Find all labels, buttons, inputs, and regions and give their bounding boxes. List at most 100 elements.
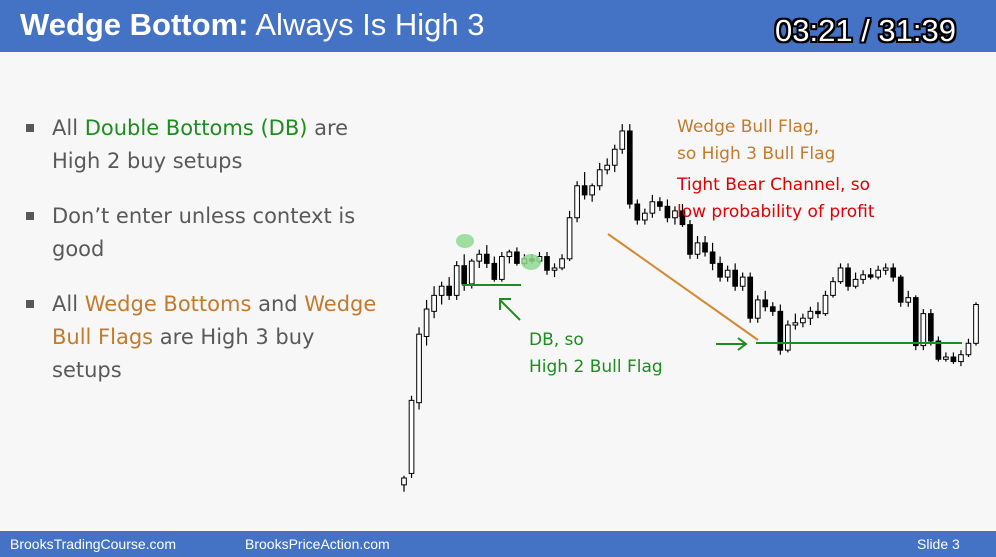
bear-candle: [912, 297, 919, 347]
bullet-text: Don’t enter unless context is good: [52, 204, 356, 261]
db-marker-left: [456, 234, 474, 248]
bear-candle: [461, 265, 468, 285]
footer-link-priceaction[interactable]: BrooksPriceAction.com: [245, 536, 390, 552]
bull-candle: [694, 242, 701, 255]
bull-candle: [559, 258, 565, 269]
bull-candle: [453, 265, 460, 296]
bullet-list: All Double Bottoms (DB) are High 2 buy s…: [24, 112, 384, 409]
bear-annotation-line2: low probability of profit: [677, 202, 875, 222]
bull-candle: [619, 130, 626, 150]
bear-candle: [717, 262, 723, 278]
bear-candle: [747, 276, 754, 319]
db-arrow-head-icon: [499, 298, 511, 310]
bull-candle: [822, 294, 829, 315]
bear-candle: [950, 356, 957, 363]
footer-bar: BrooksTradingCourse.com BrooksPriceActio…: [0, 531, 996, 557]
bear-candle: [687, 224, 693, 255]
bull-candle: [875, 269, 881, 278]
bear-candle: [867, 274, 874, 278]
bear-candle: [544, 256, 550, 271]
bull-candle: [672, 210, 678, 219]
bear-candle: [626, 130, 633, 205]
bullet-item-double-bottoms: All Double Bottoms (DB) are High 2 buy s…: [24, 112, 384, 178]
bull-candle: [642, 212, 648, 221]
bull-candle: [852, 278, 859, 287]
bull-candle: [837, 267, 844, 283]
bull-candle: [476, 253, 483, 262]
bear-candle: [890, 267, 897, 278]
bull-candle: [574, 185, 580, 219]
bear-candle: [732, 269, 738, 287]
bull-candle: [830, 281, 836, 296]
bull-candle: [604, 164, 611, 171]
bull-candle: [739, 276, 746, 287]
bear-candle: [634, 203, 641, 221]
bear-candle: [664, 205, 671, 219]
bull-candle: [401, 477, 407, 486]
bullet-marker: [26, 212, 34, 220]
bear-candle: [897, 276, 904, 303]
bear-candle: [514, 251, 520, 264]
bull-candle: [943, 356, 949, 360]
highlight-wedge-bottoms: Wedge Bottoms: [84, 292, 252, 316]
bullet-text: are High 3 buy setups: [52, 325, 315, 382]
bull-candle: [920, 313, 927, 347]
db-marker-right: [521, 254, 541, 270]
bear-candle: [657, 201, 663, 207]
bear-candle: [777, 310, 784, 351]
bear-annotation-line1: Tight Bear Channel, so: [677, 175, 871, 195]
bull-candle: [965, 342, 972, 356]
bull-candle: [958, 354, 964, 363]
title-bar: [0, 0, 996, 52]
slide-title: Wedge Bottom: Always Is High 3: [20, 6, 485, 44]
bull-candle: [973, 303, 979, 344]
bull-candle: [785, 324, 791, 351]
db-annotation-line2: High 2 Bull Flag: [529, 357, 663, 377]
wedge-annotation-line2: so High 3 Bull Flag: [677, 144, 836, 164]
bull-candle: [566, 217, 573, 260]
bull-candle: [506, 251, 513, 258]
slide-title-rest: Always Is High 3: [255, 7, 485, 42]
db-annotation-line1: DB, so: [529, 330, 584, 350]
bear-candle: [702, 242, 708, 253]
bull-candle: [438, 285, 445, 296]
bull-candle: [596, 169, 603, 187]
footer-link-tradingcourse[interactable]: BrooksTradingCourse.com: [10, 536, 176, 552]
bull-candle: [800, 317, 806, 324]
bear-candle: [446, 285, 452, 296]
bullet-item-wedge-bottoms: All Wedge Bottoms and Wedge Bull Flags a…: [24, 288, 384, 387]
bull-candle: [408, 399, 415, 474]
bear-candle: [491, 262, 498, 280]
bull-candle: [882, 267, 889, 271]
bull-candle: [423, 308, 430, 337]
bull-candle: [649, 201, 656, 214]
bull-candle: [860, 274, 866, 280]
bear-candle: [679, 210, 686, 226]
bear-candle: [935, 340, 942, 360]
wedge-annotation: Wedge Bull Flag, so High 3 Bull Flag: [677, 114, 835, 168]
bullet-marker: [26, 300, 34, 308]
highlight-double-bottoms: Double Bottoms (DB): [84, 116, 308, 140]
bear-candle: [815, 310, 821, 315]
wedge-annotation-line1: Wedge Bull Flag,: [677, 117, 820, 137]
bullet-item-context: Don’t enter unless context is good: [24, 200, 384, 266]
candles-group: [401, 124, 979, 492]
bear-candle: [762, 299, 769, 308]
bull-candle: [551, 267, 558, 271]
slide-title-bold: Wedge Bottom:: [20, 7, 249, 42]
bear-candle: [769, 306, 776, 312]
bull-candle: [611, 148, 618, 166]
bull-candle: [468, 260, 475, 285]
slide-number: Slide 3: [917, 536, 960, 552]
bull-candle: [416, 333, 422, 404]
wedge-arrow-head-icon: [737, 337, 748, 351]
bullet-text: All: [52, 292, 85, 316]
bull-candle: [589, 185, 595, 196]
bear-candle: [928, 313, 934, 342]
bear-candle: [709, 251, 716, 264]
video-timer: 03:21 / 31:39: [775, 13, 956, 48]
bear-candle: [581, 185, 588, 196]
bullet-text: All: [52, 116, 85, 140]
bull-candle: [905, 297, 912, 303]
